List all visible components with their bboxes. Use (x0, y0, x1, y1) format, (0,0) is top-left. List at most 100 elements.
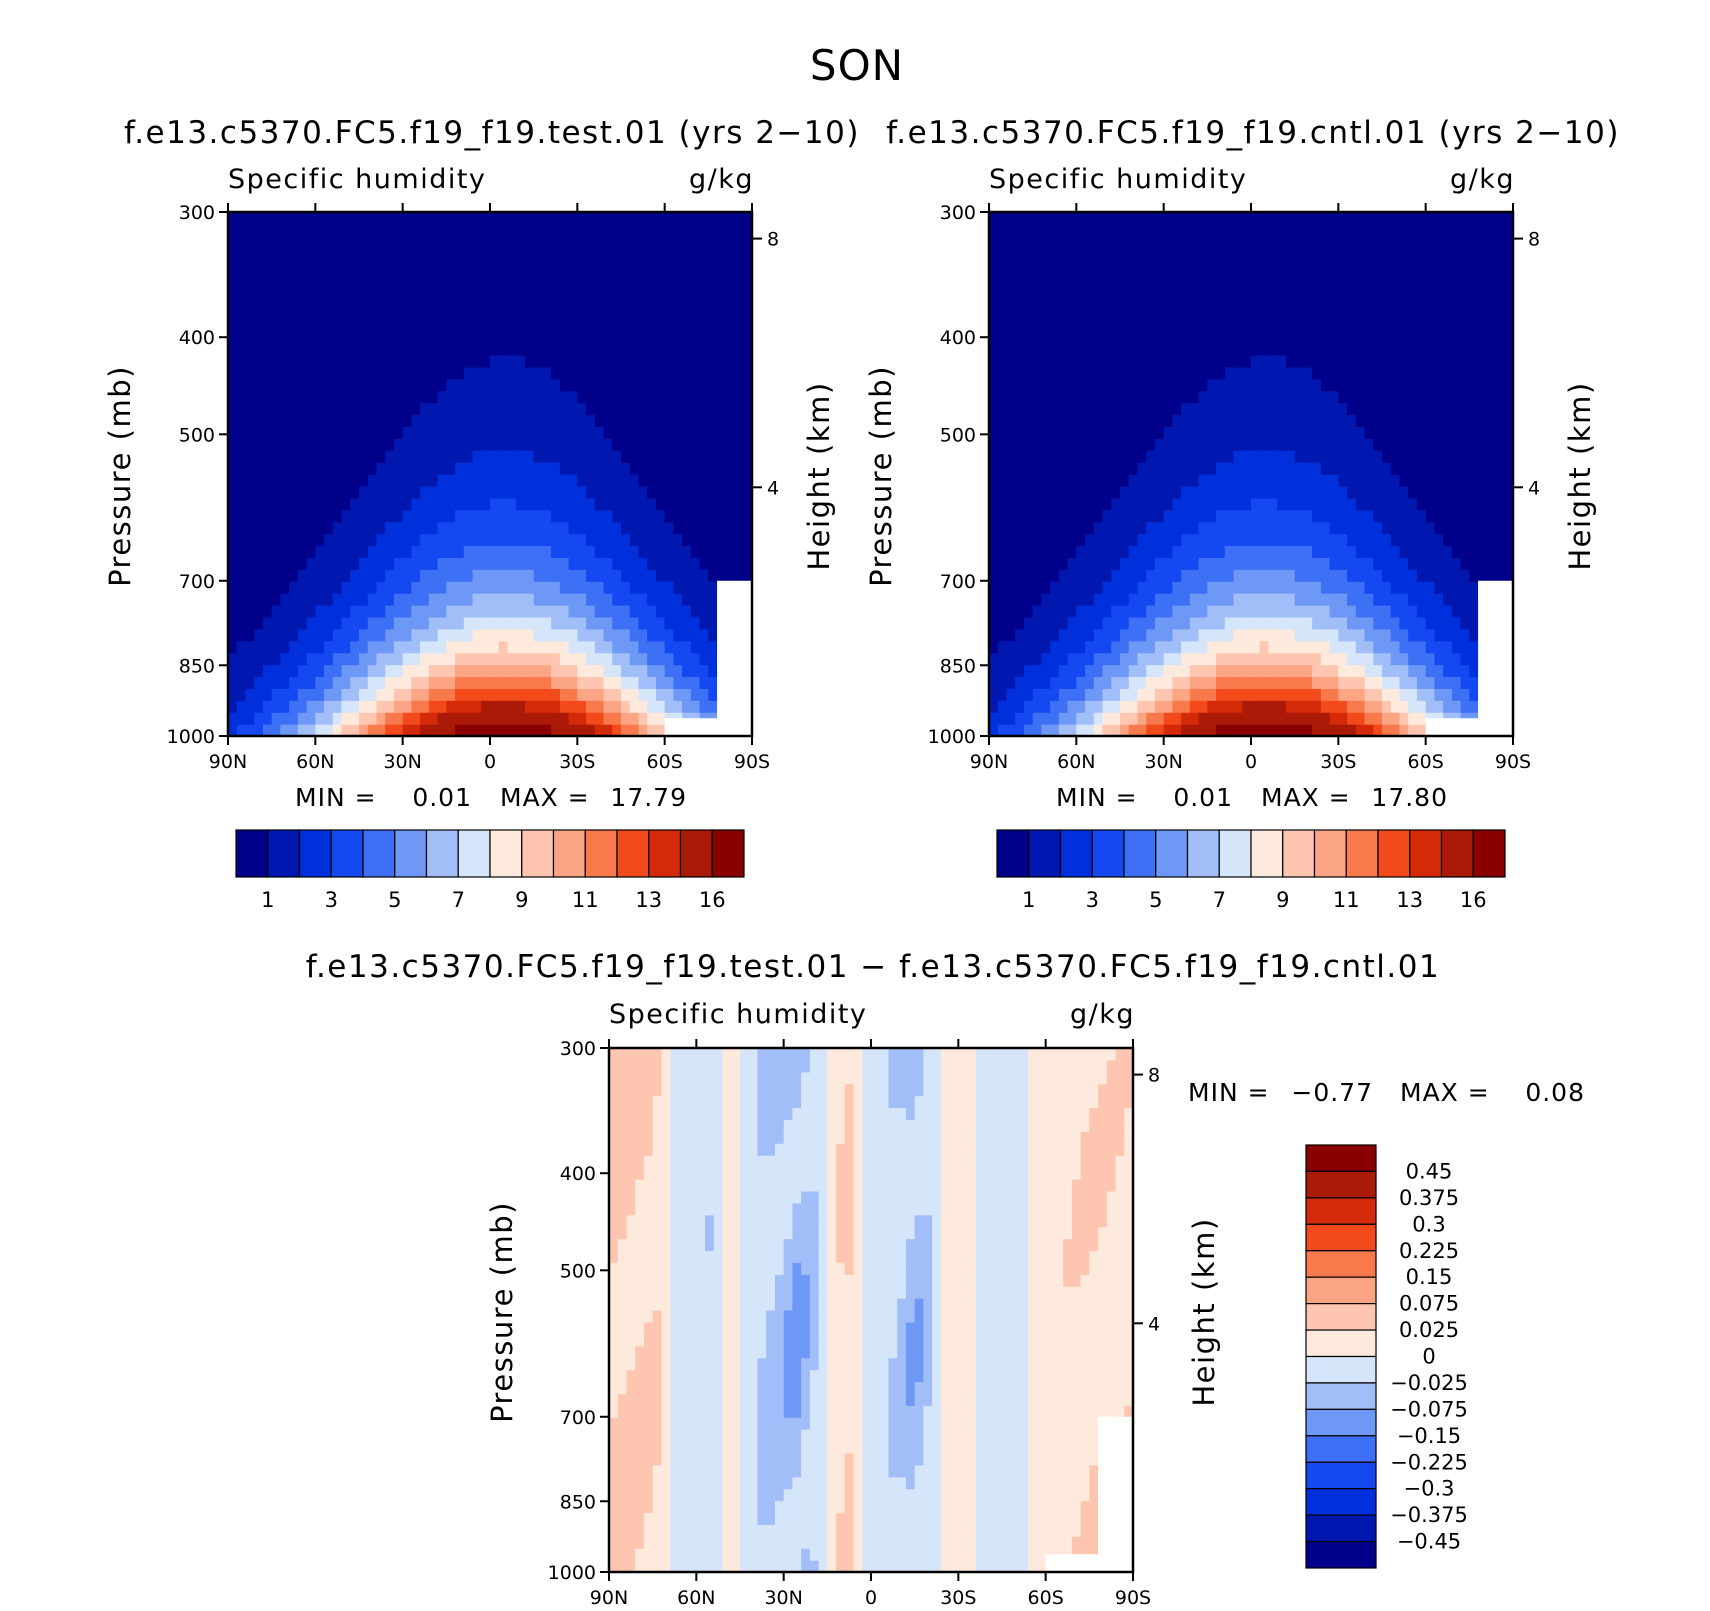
contour-cell (289, 331, 299, 344)
contour-cell (1268, 283, 1278, 296)
contour-cell (524, 354, 535, 368)
contour-cell (463, 366, 474, 380)
contour-cell (402, 307, 412, 320)
contour-cell (1268, 676, 1278, 689)
contour-cell (472, 497, 482, 511)
contour-cell (455, 628, 465, 642)
contour-cell (1285, 676, 1296, 689)
contour-cell (332, 354, 343, 368)
contour-cell (1242, 390, 1252, 404)
contour-cell (1102, 640, 1112, 654)
contour-cell (1251, 271, 1261, 285)
contour-cell (289, 521, 299, 535)
contour-cell (1102, 688, 1112, 701)
contour-cell (393, 545, 404, 558)
contour-cell (1320, 235, 1331, 249)
contour-cell (1224, 640, 1235, 654)
contour-cell (603, 593, 613, 606)
contour-cell (1425, 474, 1435, 487)
contour-cell (1006, 521, 1016, 535)
contour-cell (725, 569, 736, 582)
colorbar-box (298, 829, 332, 878)
contour-cell (297, 616, 308, 630)
contour-cell (1294, 688, 1304, 701)
contour-cell (437, 378, 447, 392)
contour-cell (411, 271, 421, 285)
contour-cell (1320, 366, 1331, 380)
contour-cell (586, 628, 596, 642)
contour-cell (734, 533, 744, 547)
contour-cell (542, 343, 552, 356)
contour-cell (997, 414, 1008, 427)
contour-cell (1285, 354, 1296, 368)
contour-cell (542, 414, 552, 427)
contour-cell (1198, 688, 1208, 701)
contour-cell (411, 295, 421, 308)
contour-cell (262, 438, 273, 451)
contour-cell (586, 354, 596, 368)
contour-cell (341, 354, 351, 368)
contour-cell (324, 640, 334, 654)
contour-cell (1216, 724, 1226, 737)
contour-cell (315, 295, 325, 308)
contour-cell (1006, 223, 1016, 237)
contour-cell (1085, 664, 1095, 678)
contour-cell (603, 438, 613, 451)
contour-cell (664, 426, 674, 439)
contour-cell (655, 438, 666, 451)
contour-cell (289, 343, 299, 356)
contour-cell (1233, 485, 1243, 499)
contour-cell (420, 283, 430, 296)
contour-cell (1408, 283, 1418, 296)
contour-cell (315, 700, 325, 713)
contour-cell (385, 640, 395, 654)
contour-cell (1198, 343, 1208, 356)
contour-cell (507, 605, 517, 618)
contour-cell (1154, 557, 1165, 570)
contour-cell (1015, 652, 1025, 666)
contour-cell (1277, 652, 1287, 666)
contour-cell (472, 509, 482, 523)
contour-cell (350, 319, 360, 332)
contour-cell (551, 223, 561, 237)
contour-cell (1242, 521, 1252, 535)
contour-cell (402, 521, 412, 535)
contour-cell (1338, 724, 1348, 737)
contour-cell (245, 426, 255, 439)
contour-cell (446, 616, 456, 630)
contour-cell (568, 688, 578, 701)
contour-cell (472, 390, 482, 404)
contour-cell (690, 652, 701, 666)
contour-cell (228, 712, 238, 725)
contour-cell (1434, 426, 1444, 439)
contour-cell (594, 628, 605, 642)
contour-cell (1382, 664, 1392, 678)
contour-cell (1399, 331, 1409, 344)
contour-cell (1285, 212, 1296, 225)
contour-cell (708, 331, 718, 344)
contour-cell (1102, 712, 1112, 725)
contour-cell (245, 724, 255, 737)
contour-cell (621, 640, 631, 654)
contour-cell (385, 378, 395, 392)
contour-cell (1364, 378, 1374, 392)
contour-cell (1163, 438, 1173, 451)
contour-cell (1163, 247, 1173, 261)
contour-cell (1102, 366, 1112, 380)
contour-cell (446, 593, 456, 606)
contour-cell (682, 390, 692, 404)
contour-cell (655, 616, 666, 630)
contour-cell (1425, 593, 1435, 606)
contour-cell (1163, 402, 1173, 416)
contour-cell (734, 426, 744, 439)
contour-cell (1085, 402, 1095, 416)
contour-cell (690, 259, 701, 273)
contour-cell (551, 402, 561, 416)
contour-cell (1425, 354, 1435, 368)
contour-cell (490, 605, 500, 618)
contour-cell (1032, 259, 1042, 273)
contour-cell (1023, 569, 1034, 582)
contour-cell (524, 664, 535, 678)
contour-cell (559, 533, 570, 547)
